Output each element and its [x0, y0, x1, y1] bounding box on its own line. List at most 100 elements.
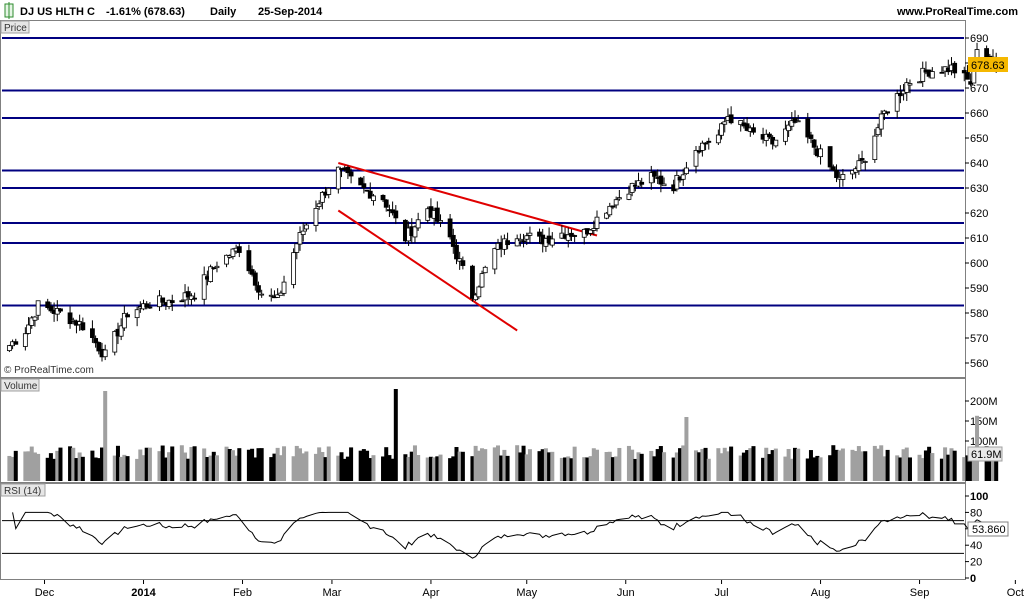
volume-bar	[994, 456, 999, 481]
candle-body	[32, 316, 38, 321]
rsi-tick-label: 20	[970, 557, 982, 569]
candle-body	[160, 297, 166, 303]
candle-body	[434, 207, 440, 222]
volume-bar	[412, 445, 417, 481]
candle-body	[840, 174, 846, 180]
volume-bar	[192, 446, 197, 481]
volume-bar	[448, 458, 453, 481]
last-price-value: 678.63	[971, 60, 1005, 72]
volume-bar	[323, 457, 328, 481]
volume-bar	[189, 447, 194, 481]
candle-body	[450, 234, 456, 247]
rsi-pane-tab[interactable]	[0, 483, 46, 497]
candle-body	[460, 260, 466, 266]
candle-body	[658, 175, 664, 185]
volume-bar	[923, 450, 928, 481]
x-tick-label: Apr	[422, 587, 439, 599]
candle-body	[300, 230, 306, 236]
watermark: © ProRealTime.com	[4, 365, 94, 376]
volume-bar	[7, 455, 12, 481]
candle-body	[476, 286, 482, 298]
volume-bar	[748, 448, 753, 481]
volume-bar	[588, 456, 593, 481]
volume-bar	[700, 448, 705, 481]
volume-bar	[45, 457, 50, 481]
volume-bar	[515, 445, 520, 481]
volume-bar	[202, 448, 207, 481]
candle-body	[96, 342, 102, 352]
volume-bar	[32, 452, 37, 481]
candle-body	[90, 328, 95, 339]
candle-body	[524, 235, 530, 240]
candle-body	[208, 266, 213, 282]
candle-body	[818, 148, 823, 158]
candle-body	[230, 248, 236, 257]
volume-tick-label: 150M	[970, 416, 998, 428]
candle-body	[703, 142, 708, 145]
volume-tick-label: 100M	[970, 436, 998, 448]
candle-body	[878, 113, 884, 130]
volume-bar	[939, 458, 944, 481]
candle-body	[470, 265, 475, 299]
volume-bar	[438, 454, 443, 481]
volume-bar	[946, 454, 951, 481]
volume-bar	[818, 457, 823, 481]
volume-bar	[863, 451, 868, 481]
candle-body	[763, 133, 769, 141]
price-tick-label: 600	[970, 258, 988, 270]
candle-body	[259, 293, 265, 296]
volume-bar	[502, 449, 507, 481]
volume-bar	[630, 449, 635, 481]
volume-pane-tab[interactable]	[0, 378, 40, 392]
volume-bar	[722, 447, 727, 481]
candle-body	[549, 238, 555, 246]
volume-bar	[856, 446, 861, 481]
candle-body	[862, 161, 868, 163]
x-tick-label: Jul	[715, 587, 729, 599]
candlestick-series	[6, 42, 999, 362]
candle-body	[224, 254, 229, 265]
candle-body	[214, 265, 220, 269]
volume-bar	[649, 450, 654, 481]
volume-bar	[920, 458, 925, 481]
volume-bar	[729, 446, 734, 481]
price-tick-label: 570	[970, 333, 988, 345]
volume-bar	[652, 456, 657, 481]
volume-bar	[537, 451, 542, 481]
volume-bar	[393, 389, 398, 481]
volume-bar	[435, 456, 440, 481]
volume-bar	[725, 451, 730, 481]
volume-bar	[706, 458, 711, 481]
volume-bar	[483, 449, 488, 481]
volume-bar	[872, 445, 877, 481]
volume-bar	[789, 458, 794, 481]
candle-body	[345, 167, 351, 174]
volume-bar	[336, 455, 341, 481]
volume-bar	[876, 448, 881, 481]
candle-body	[169, 300, 175, 304]
candle-body	[696, 150, 702, 153]
volume-bar	[234, 455, 239, 481]
volume-bar	[36, 453, 41, 481]
candle-body	[256, 285, 261, 293]
price-pane-tab[interactable]	[0, 20, 30, 34]
last-volume-value: 61.9M	[971, 449, 1002, 461]
volume-bar	[291, 456, 296, 481]
volume-bar	[808, 450, 813, 481]
volume-bar	[582, 457, 587, 481]
candle-body	[492, 248, 498, 270]
candle-body	[281, 281, 287, 294]
candle-body	[479, 273, 485, 288]
candle-body	[13, 341, 19, 345]
x-tick-label: Dec	[35, 587, 55, 599]
volume-bar	[591, 448, 596, 481]
candle-body	[447, 218, 453, 238]
volume-bar	[144, 447, 149, 481]
last-rsi-value: 53.860	[972, 524, 1006, 536]
website-label: www.ProRealTime.com	[896, 6, 1018, 18]
volume-bar	[840, 448, 845, 481]
volume-bar	[301, 453, 306, 481]
volume-bar	[662, 452, 667, 481]
volume-bar	[275, 447, 280, 481]
volume-bar	[326, 446, 331, 481]
